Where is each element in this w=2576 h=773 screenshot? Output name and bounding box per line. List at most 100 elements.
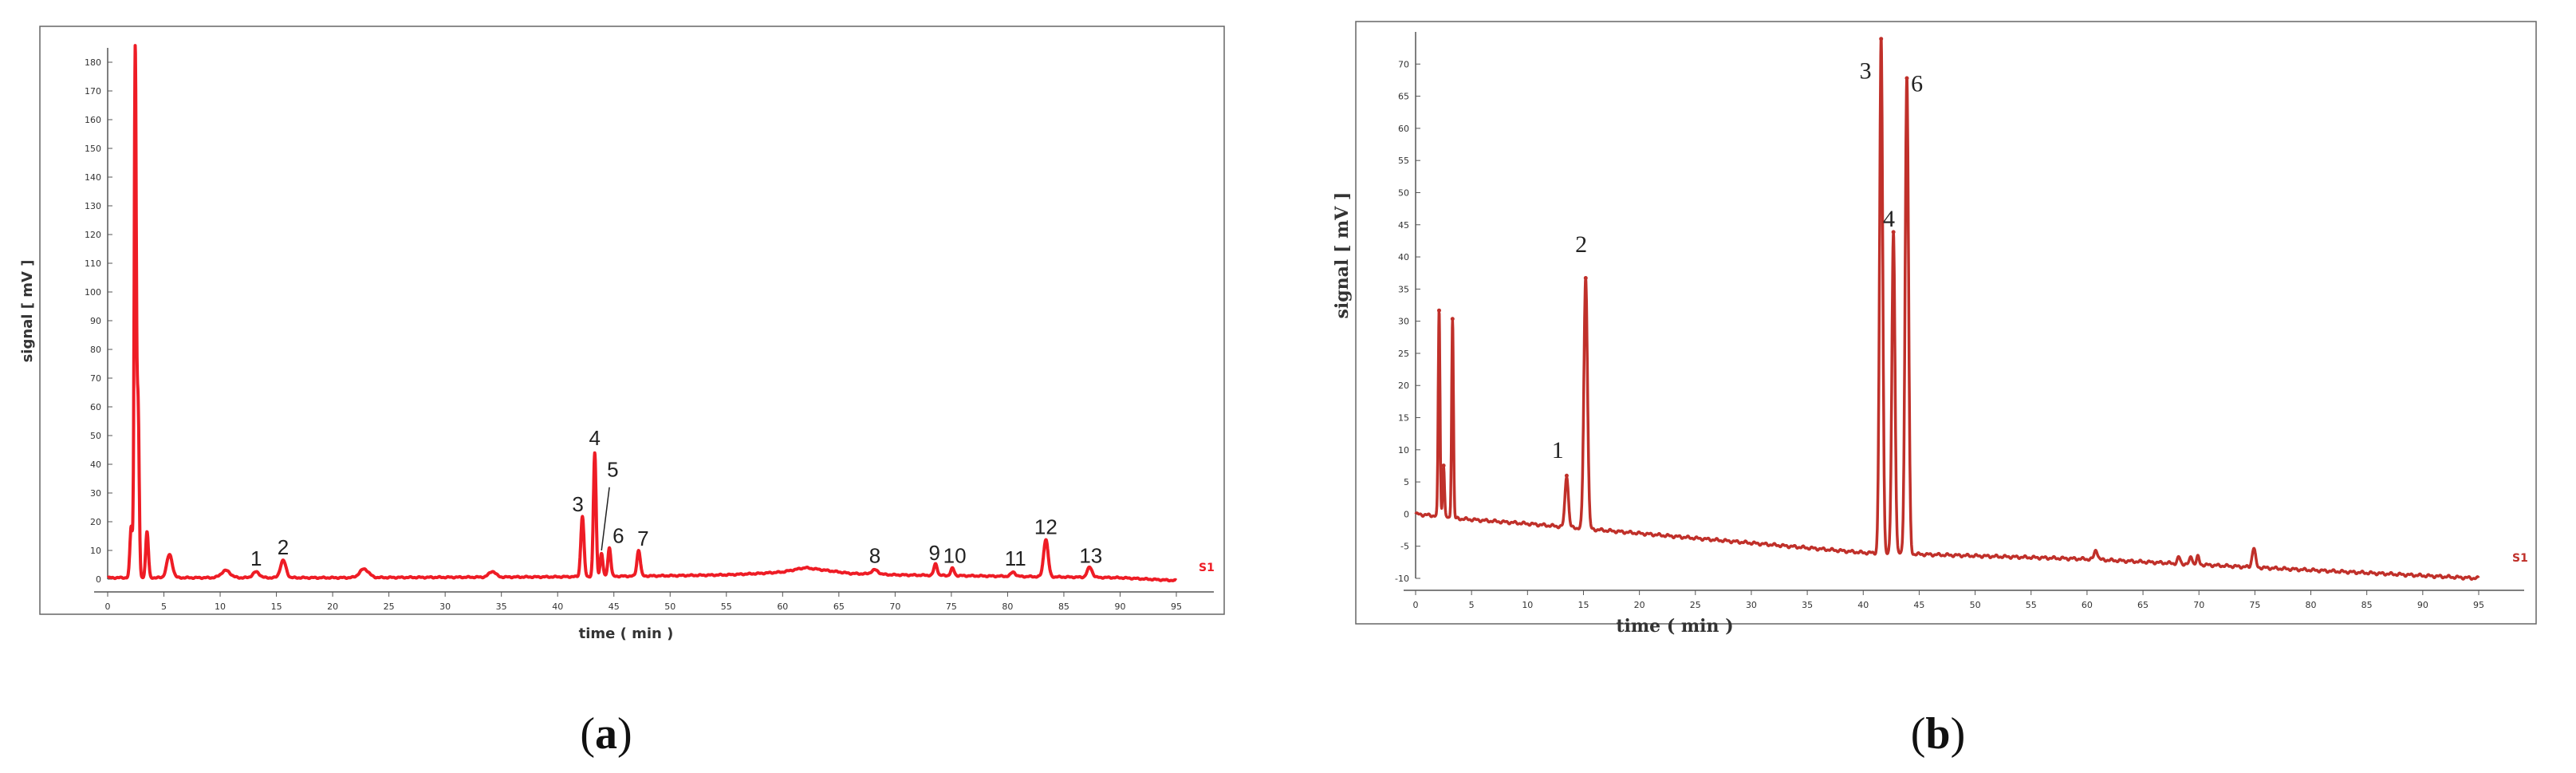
y-tick-label: 50 [90, 431, 101, 441]
x-tick-label: 85 [1058, 601, 1069, 612]
y-tick-label: 70 [90, 373, 101, 384]
peak-apex-markers-b [1436, 37, 1909, 478]
caption-b: (b) [1911, 709, 1965, 759]
x-tick-label: 5 [1469, 600, 1475, 610]
x-tick-label: 10 [215, 601, 226, 612]
y-tick-label: 120 [85, 230, 101, 240]
x-tick-label: 15 [271, 601, 282, 612]
peak-label-3: 3 [1860, 57, 1872, 84]
peak-label-9: 9 [929, 541, 940, 565]
x-tick-label: 45 [1913, 600, 1924, 610]
peak-label-12: 12 [1034, 515, 1058, 539]
x-tick-label: 60 [777, 601, 788, 612]
y-tick-label: 160 [85, 115, 101, 125]
peak-label-1: 1 [1552, 437, 1564, 463]
y-tick-label: 150 [85, 144, 101, 154]
x-tick-label: 65 [833, 601, 845, 612]
x-tick-label: 35 [1802, 600, 1813, 610]
x-tick-label: 90 [1114, 601, 1125, 612]
y-tick-label: 60 [90, 402, 101, 412]
x-ticks-b: 0 5 10 15 20 25 30 35 40 45 50 55 60 65 70 75 80 85 90 95 [1413, 590, 2484, 610]
y-tick-label: 40 [1398, 252, 1409, 262]
y-tick-label: 35 [1398, 284, 1409, 294]
x-tick-label: 85 [2361, 600, 2373, 610]
series-tag-b: S1 [2512, 552, 2528, 565]
x-tick-label: 20 [1634, 600, 1645, 610]
x-tick-label: 95 [1171, 601, 1182, 612]
y-tick-label: 80 [90, 345, 101, 355]
x-tick-label: 25 [384, 601, 395, 612]
y-tick-label: 60 [1398, 124, 1409, 134]
y-tick-label: 30 [90, 488, 101, 499]
x-tick-label: 50 [664, 601, 676, 612]
y-tick-label: 25 [1398, 349, 1409, 359]
y-tick-label: 15 [1398, 413, 1409, 424]
y-tick-label: 20 [90, 517, 101, 527]
peak-label-1: 1 [250, 546, 262, 570]
plot-frame-b [1355, 21, 2537, 625]
x-tick-label: 20 [327, 601, 338, 612]
x-tick-label: 30 [1746, 600, 1757, 610]
x-tick-label: 65 [2137, 600, 2149, 610]
y-tick-label: 30 [1398, 317, 1409, 327]
chart-panel-a: 0102030405060708090100110120130140150160… [19, 26, 1225, 759]
peak-apex-marker [1879, 37, 1884, 41]
peak-label-6: 6 [1911, 71, 1923, 97]
x-tick-label: 25 [1690, 600, 1701, 610]
peak-5-leader-line [601, 487, 610, 551]
peak-label-6: 6 [612, 523, 624, 547]
x-tick-label: 40 [552, 601, 563, 612]
x-tick-label: 60 [2082, 600, 2093, 610]
peak-label-13: 13 [1079, 544, 1102, 568]
caption-a: (a) [580, 709, 632, 759]
y-tick-label: 5 [1404, 477, 1409, 487]
y-tick-label: 10 [1398, 445, 1409, 456]
x-tick-label: 40 [1857, 600, 1869, 610]
x-tick-label: 90 [2417, 600, 2428, 610]
peak-label-4: 4 [1883, 206, 1895, 232]
y-tick-label: 40 [90, 459, 101, 470]
x-tick-label: 75 [2249, 600, 2260, 610]
peak-label-10: 10 [943, 544, 967, 568]
peak-apex-marker [1564, 473, 1569, 478]
peak-apex-marker [1891, 230, 1896, 235]
x-tick-label: 75 [946, 601, 957, 612]
x-tick-label: 15 [1578, 600, 1589, 610]
x-tick-label: 50 [1970, 600, 1981, 610]
y-tick-label: 45 [1398, 220, 1409, 231]
x-tick-label: 30 [439, 601, 451, 612]
y-tick-label: 10 [90, 546, 101, 556]
y-tick-label: 65 [1398, 92, 1409, 102]
peak-label-11: 11 [1005, 546, 1026, 570]
y-tick-label: 20 [1398, 381, 1409, 391]
y-tick-label: 180 [85, 57, 101, 68]
peak-apex-marker [1904, 76, 1909, 81]
y-ticks-a: 0 10 20 30 40 50 60 70 80 90 100 110 120 130 140 150 160… [85, 57, 112, 585]
y-tick-label: 50 [1398, 187, 1409, 198]
peak-apex-marker [1450, 317, 1455, 321]
x-tick-label: 5 [161, 601, 167, 612]
x-tick-label: 0 [105, 601, 111, 612]
series-tag-a: S1 [1199, 562, 1215, 574]
x-ticks-a: 0 5 10 15 20 25 30 35 40 45 50 55 60 65 70 75 80 85 90 95 [105, 592, 1182, 612]
y-tick-label: 110 [85, 258, 101, 269]
y-tick-label: 0 [1404, 509, 1409, 519]
chromatogram-trace-b [1414, 37, 2480, 581]
x-tick-label: 70 [889, 601, 900, 612]
x-tick-label: 55 [2026, 600, 2037, 610]
y-tick-label: 70 [1398, 59, 1409, 69]
plot-frame-a [39, 26, 1225, 615]
y-tick-label: 55 [1398, 156, 1409, 166]
y-tick-label: -10 [1395, 574, 1409, 584]
peak-apex-marker [1436, 308, 1441, 313]
y-tick-label: -5 [1400, 542, 1409, 552]
y-ticks-b: -10 -5 0 5 10 15 20 25 30 35 40 45 50 55 60 65 70 [1395, 59, 1420, 584]
x-tick-label: 10 [1522, 600, 1533, 610]
peak-label-4: 4 [589, 426, 601, 450]
x-tick-label: 45 [609, 601, 620, 612]
y-axis-label-a: signal [ mV ] [19, 260, 36, 363]
peak-label-7: 7 [637, 527, 648, 550]
